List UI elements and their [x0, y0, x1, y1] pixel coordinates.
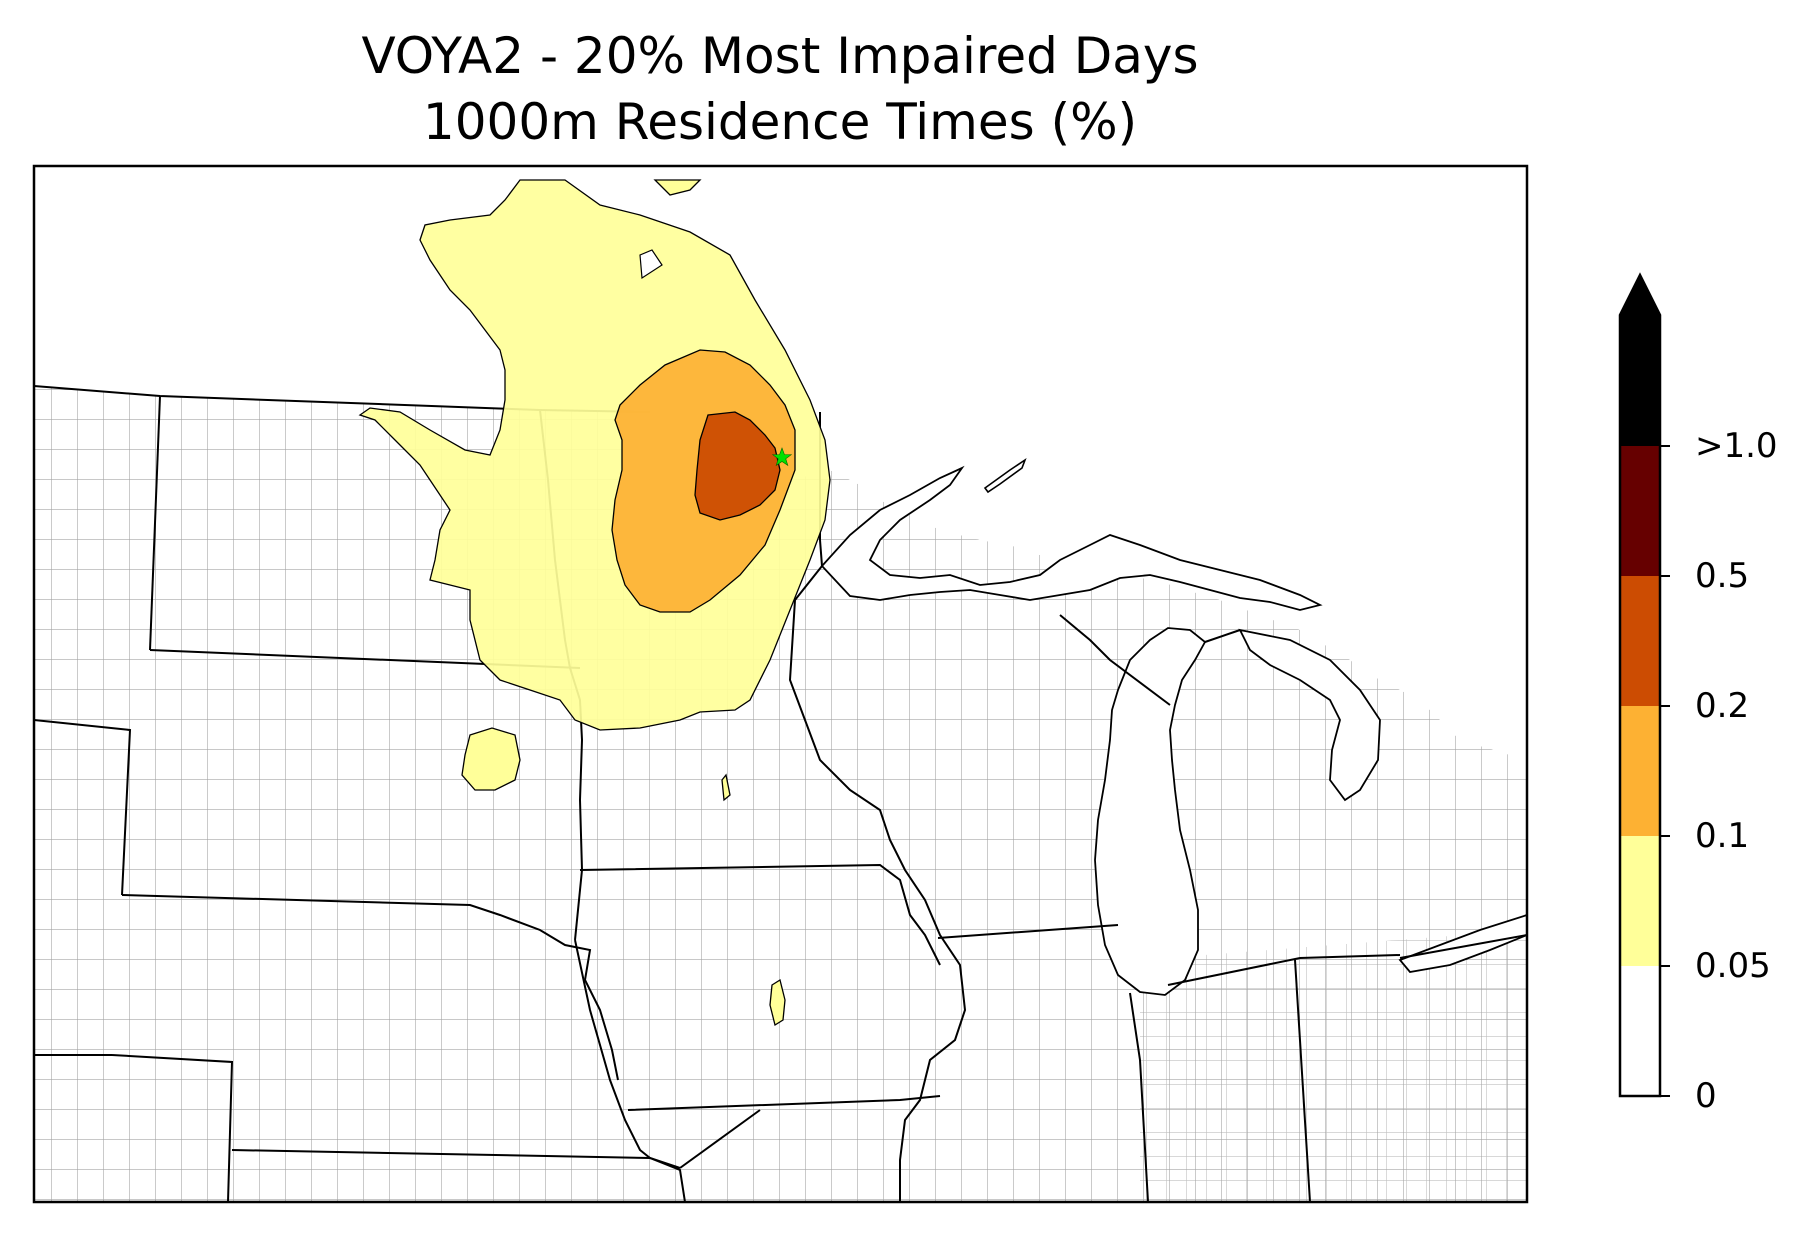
colorbar-label-0.5: 0.5 — [1695, 556, 1750, 596]
lake-michigan — [1094, 627, 1207, 996]
colorbar — [1618, 272, 1670, 1098]
colorbar-label-0: 0 — [1695, 1076, 1717, 1116]
contour-0.2 — [694, 411, 781, 521]
map-frame — [32, 164, 1529, 1204]
colorbar-label-0.2: 0.2 — [1695, 686, 1750, 726]
colorbar-label-0.1: 0.1 — [1695, 816, 1750, 856]
residence-time-contours — [358, 179, 831, 1027]
colorbar-extend-arrow-icon — [1620, 275, 1660, 315]
colorbar-label-1.0: >1.0 — [1695, 426, 1778, 466]
map-title-line1: VOYA2 - 20% Most Impaired Days — [361, 27, 1199, 85]
lake-superior — [820, 465, 1323, 611]
map-title-line2: 1000m Residence Times (%) — [422, 93, 1138, 151]
receptor-star-icon — [771, 447, 793, 467]
colorbar-label-0.05: 0.05 — [1695, 946, 1771, 986]
map-area — [34, 166, 1527, 1202]
lake-huron — [1238, 628, 1381, 802]
